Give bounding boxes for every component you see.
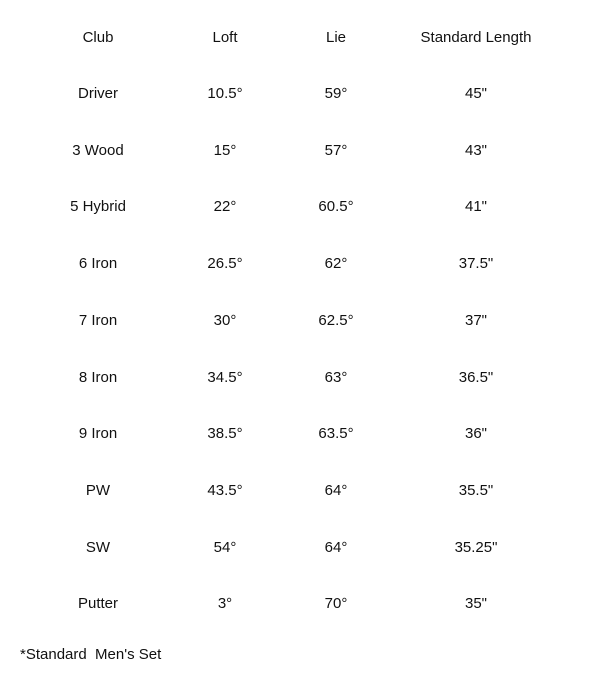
table-header-row: Club Loft Lie Standard Length <box>0 28 600 48</box>
cell-club: 8 Iron <box>78 368 118 386</box>
cell-loft: 34.5° <box>207 368 243 386</box>
cell-lie: 60.5° <box>318 198 354 216</box>
cell-standard-length: 36" <box>464 425 488 443</box>
table-row: SW 54° 64° 35.25" <box>0 538 600 558</box>
cell-loft: 43.5° <box>207 481 243 499</box>
cell-loft: 38.5° <box>207 425 243 443</box>
header-standard-length: Standard Length <box>420 29 532 46</box>
cell-standard-length: 41" <box>464 198 488 216</box>
table-row: PW 43.5° 64° 35.5" <box>0 481 600 501</box>
cell-lie: 63° <box>324 368 348 386</box>
table-row: 7 Iron 30° 62.5° 37" <box>0 311 600 331</box>
cell-loft: 30° <box>213 311 237 329</box>
cell-loft: 10.5° <box>207 85 243 102</box>
cell-club: 6 Iron <box>78 255 118 273</box>
cell-standard-length: 35.25" <box>454 538 498 556</box>
cell-lie: 64° <box>324 538 348 556</box>
cell-club: SW <box>85 538 111 556</box>
table-row: 6 Iron 26.5° 62° 37.5" <box>0 254 600 274</box>
cell-lie: 62° <box>324 255 348 273</box>
cell-standard-length: 45" <box>464 85 488 102</box>
cell-standard-length: 43" <box>464 141 488 159</box>
cell-club: Putter <box>77 595 119 613</box>
cell-standard-length: 37.5" <box>458 255 494 273</box>
cell-loft: 15° <box>213 141 237 159</box>
cell-lie: 62.5° <box>318 311 354 329</box>
header-club: Club <box>82 29 114 46</box>
cell-lie: 70° <box>324 595 348 613</box>
table-row: 8 Iron 34.5° 63° 36.5" <box>0 368 600 388</box>
cell-standard-length: 36.5" <box>458 368 494 386</box>
footnote: *Standard Men's Set <box>20 646 162 663</box>
cell-club: 3 Wood <box>72 141 124 159</box>
cell-club: Driver <box>78 85 118 102</box>
cell-club: 5 Hybrid <box>70 198 126 216</box>
cell-lie: 57° <box>324 141 348 159</box>
table-row: 3 Wood 15° 57° 43" <box>0 141 600 161</box>
cell-lie: 63.5° <box>318 425 354 443</box>
cell-lie: 59° <box>324 85 348 102</box>
cell-standard-length: 37" <box>464 311 488 329</box>
table-row: 9 Iron 38.5° 63.5° 36" <box>0 424 600 444</box>
header-lie: Lie <box>325 29 347 46</box>
table-row: Putter 3° 70° 35" <box>0 594 600 614</box>
cell-lie: 64° <box>324 481 348 499</box>
cell-loft: 54° <box>213 538 237 556</box>
cell-standard-length: 35" <box>464 595 488 613</box>
table-row: 5 Hybrid 22° 60.5° 41" <box>0 197 600 217</box>
cell-club: PW <box>85 481 111 499</box>
cell-loft: 22° <box>213 198 237 216</box>
table-row: Driver 10.5° 59° 45" <box>0 84 600 104</box>
cell-club: 9 Iron <box>78 425 118 443</box>
cell-standard-length: 35.5" <box>458 481 494 499</box>
header-loft: Loft <box>212 29 238 46</box>
cell-loft: 3° <box>217 595 233 613</box>
cell-club: 7 Iron <box>78 311 118 329</box>
cell-loft: 26.5° <box>207 255 243 273</box>
